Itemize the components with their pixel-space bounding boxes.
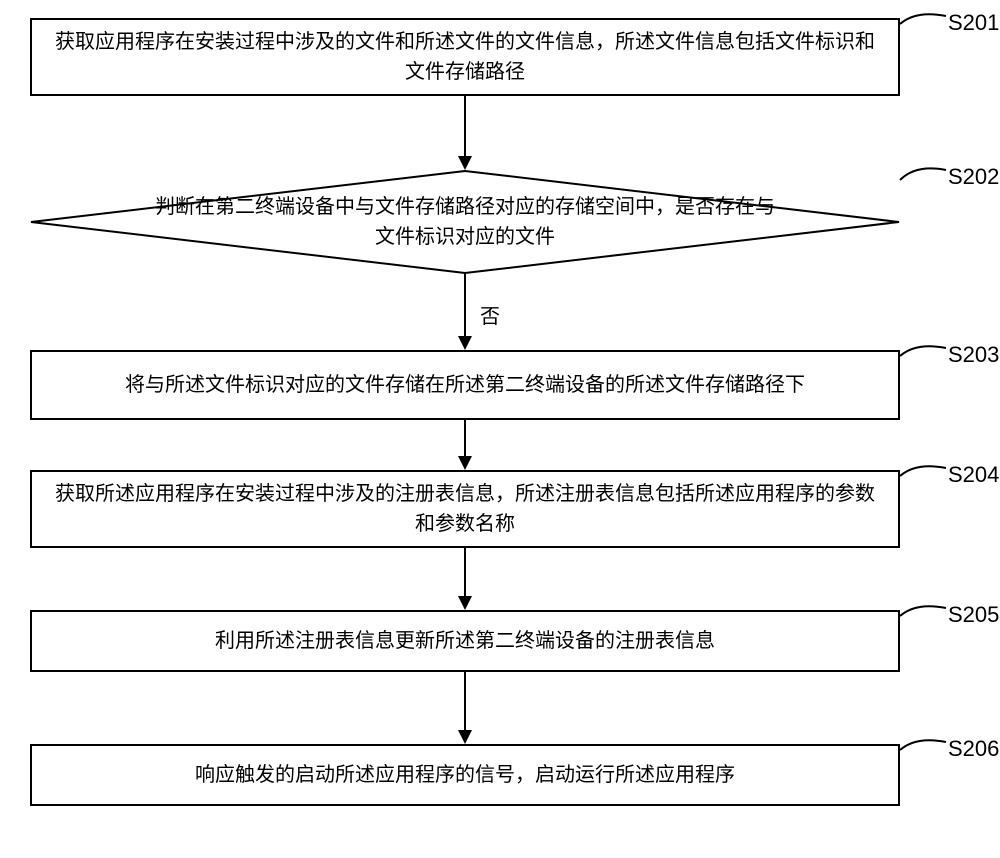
step-s205-text: 利用所述注册表信息更新所述第二终端设备的注册表信息 xyxy=(215,626,715,656)
branch-no-label: 否 xyxy=(480,300,500,329)
arrow-3-head xyxy=(458,456,472,470)
leader-s203 xyxy=(898,340,950,364)
arrow-5-head xyxy=(458,730,472,744)
leader-s202 xyxy=(898,162,950,186)
step-s203-text: 将与所述文件标识对应的文件存储在所述第二终端设备的所述文件存储路径下 xyxy=(125,370,805,400)
label-s202: S202 xyxy=(948,164,999,190)
step-s201-text: 获取应用程序在安装过程中涉及的文件和所述文件的文件信息，所述文件信息包括文件标识… xyxy=(52,27,878,87)
arrow-1-head xyxy=(458,156,472,170)
label-s206: S206 xyxy=(948,736,999,762)
label-s201: S201 xyxy=(948,10,999,36)
step-s203-box: 将与所述文件标识对应的文件存储在所述第二终端设备的所述文件存储路径下 xyxy=(30,350,900,420)
leader-s205 xyxy=(898,600,950,624)
step-s202-box: 判断在第二终端设备中与文件存储路径对应的存储空间中，是否存在与文件标识对应的文件 xyxy=(30,170,900,274)
step-s206-box: 响应触发的启动所述应用程序的信号，启动运行所述应用程序 xyxy=(30,744,900,806)
flowchart-container: 获取应用程序在安装过程中涉及的文件和所述文件的文件信息，所述文件信息包括文件标识… xyxy=(0,0,1000,858)
step-s204-box: 获取所述应用程序在安装过程中涉及的注册表信息，所述注册表信息包括所述应用程序的参… xyxy=(30,470,900,548)
arrow-1-line xyxy=(464,96,466,156)
arrow-4-head xyxy=(458,596,472,610)
leader-s201 xyxy=(898,8,950,32)
leader-s206 xyxy=(898,734,950,758)
label-s203: S203 xyxy=(948,342,999,368)
label-s205: S205 xyxy=(948,602,999,628)
arrow-5-line xyxy=(464,672,466,730)
leader-s204 xyxy=(898,460,950,484)
arrow-3-line xyxy=(464,420,466,456)
arrow-2-head xyxy=(458,336,472,350)
step-s204-text: 获取所述应用程序在安装过程中涉及的注册表信息，所述注册表信息包括所述应用程序的参… xyxy=(52,479,878,539)
arrow-4-line xyxy=(464,548,466,596)
arrow-2-line xyxy=(464,274,466,336)
step-s201-box: 获取应用程序在安装过程中涉及的文件和所述文件的文件信息，所述文件信息包括文件标识… xyxy=(30,18,900,96)
label-s204: S204 xyxy=(948,462,999,488)
step-s202-text: 判断在第二终端设备中与文件存储路径对应的存储空间中，是否存在与文件标识对应的文件 xyxy=(30,170,900,274)
step-s205-box: 利用所述注册表信息更新所述第二终端设备的注册表信息 xyxy=(30,610,900,672)
step-s206-text: 响应触发的启动所述应用程序的信号，启动运行所述应用程序 xyxy=(195,760,735,790)
